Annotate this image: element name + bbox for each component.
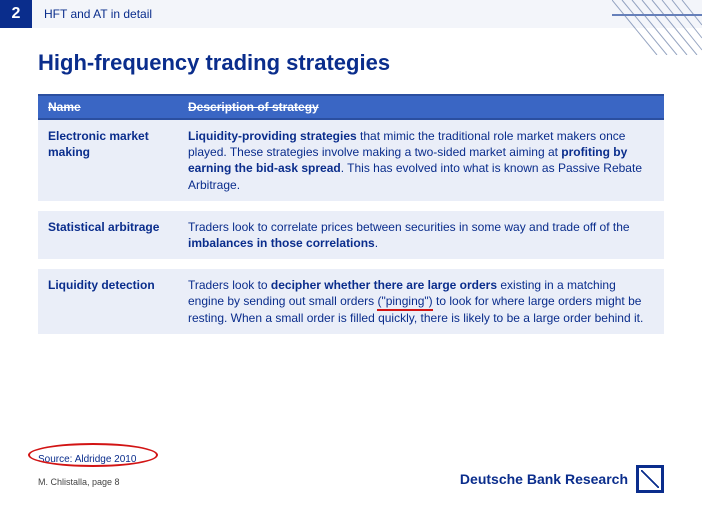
- page-number: 2: [12, 5, 21, 23]
- section-label: HFT and AT in detail: [32, 0, 702, 28]
- slide-title: High-frequency trading strategies: [38, 50, 702, 76]
- strategy-desc: Traders look to decipher whether there a…: [178, 269, 664, 334]
- author-footer: M. Chlistalla, page 8: [38, 477, 120, 487]
- row-spacer: [38, 259, 664, 269]
- table-row: Statistical arbitrage Traders look to co…: [38, 211, 664, 259]
- row-spacer: [38, 334, 664, 344]
- strategy-name: Statistical arbitrage: [38, 211, 178, 259]
- col-header-name: Name: [38, 95, 178, 119]
- table-row: Liquidity detection Traders look to deci…: [38, 269, 664, 334]
- source-text: Source: Aldridge 2010: [38, 454, 136, 465]
- col-header-desc: Description of strategy: [178, 95, 664, 119]
- strategy-desc: Liquidity-providing strategies that mimi…: [178, 119, 664, 201]
- row-spacer: [38, 201, 664, 211]
- bold-span: imbalances in those correlations: [188, 236, 375, 250]
- strategies-table: Name Description of strategy Electronic …: [38, 94, 664, 344]
- text-span: Traders look to: [188, 278, 271, 292]
- footer-logo-text: Deutsche Bank Research: [460, 471, 628, 487]
- strategy-name: Electronic market making: [38, 119, 178, 201]
- table-row: Electronic market making Liquidity-provi…: [38, 119, 664, 201]
- top-bar: 2 HFT and AT in detail: [0, 0, 702, 28]
- db-logo-icon: [636, 465, 664, 493]
- table-header-row: Name Description of strategy: [38, 95, 664, 119]
- source-citation: Source: Aldridge 2010: [38, 449, 136, 467]
- footer-logo: Deutsche Bank Research: [460, 465, 664, 493]
- bold-span: decipher whether there are large orders: [271, 278, 497, 292]
- strategy-desc: Traders look to correlate prices between…: [178, 211, 664, 259]
- text-span: .: [375, 236, 378, 250]
- strategy-name: Liquidity detection: [38, 269, 178, 334]
- page-number-box: 2: [0, 0, 32, 28]
- pinging-underlined: ("pinging"): [377, 294, 432, 311]
- text-span: Traders look to correlate prices between…: [188, 220, 630, 234]
- bold-span: Liquidity-providing strategies: [188, 129, 357, 143]
